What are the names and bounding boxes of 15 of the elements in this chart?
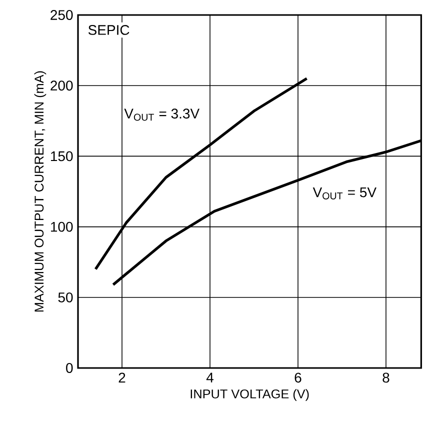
- y-tick-label: 100: [50, 222, 73, 232]
- series-label: V$_{OUT}$ = 5V: [312, 187, 376, 200]
- x-tick-label: 2: [118, 372, 126, 382]
- x-axis-title: INPUT VOLTAGE (V): [190, 389, 309, 401]
- annotation: SEPIC: [88, 25, 130, 35]
- x-tick-label: 8: [382, 372, 390, 383]
- x-tick-label: 4: [206, 372, 214, 382]
- y-tick-label: 250: [50, 10, 73, 20]
- y-tick-label: 150: [50, 151, 73, 162]
- x-tick-label: 6: [294, 372, 302, 383]
- series-label: V$_{OUT}$ = 3.3V: [124, 108, 200, 121]
- y-tick-label: 50: [58, 292, 73, 302]
- y-tick-label: 200: [50, 80, 73, 91]
- y-tick-label: 0: [66, 363, 73, 373]
- y-axis-title: MAXIMUM OUTPUT CURRENT, MIN (mA): [34, 71, 46, 312]
